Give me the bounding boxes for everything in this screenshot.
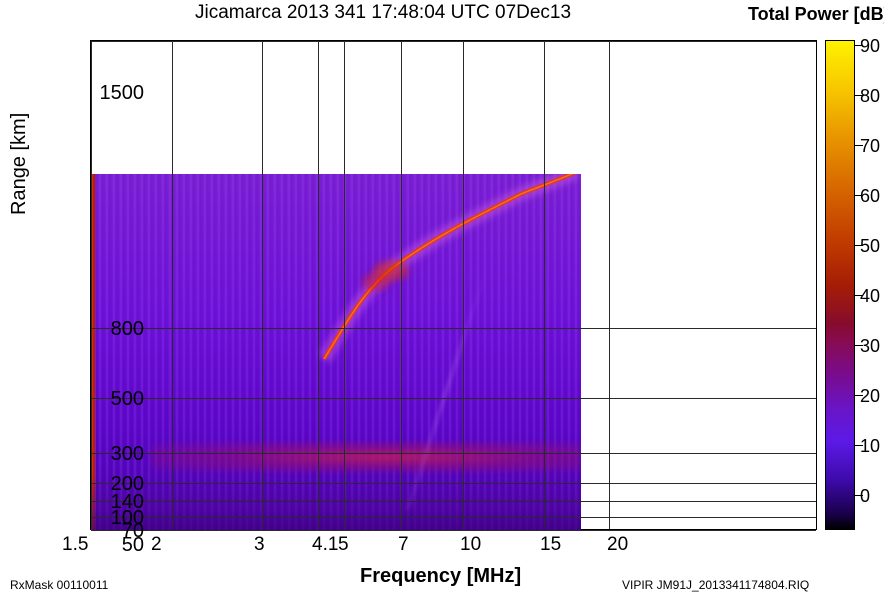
gridline-y-200 <box>91 483 816 484</box>
xtick-7p0: 7 <box>398 534 409 556</box>
gridline-y-300 <box>91 453 816 454</box>
xtick-15p0: 15 <box>540 534 561 556</box>
gridline-x-5p0 <box>344 41 345 529</box>
cb-label-30: 30 <box>860 336 880 357</box>
cb-label-10: 10 <box>860 436 880 457</box>
ionogram-plot-area[interactable] <box>90 40 817 530</box>
plot-gridlines <box>91 41 816 529</box>
gridline-x-2p0 <box>172 41 173 529</box>
gridline-y-70 <box>91 530 816 531</box>
cb-label-0: 0 <box>860 486 870 507</box>
cb-label-50: 50 <box>860 236 880 257</box>
gridline-x-7p0 <box>401 41 402 529</box>
xtick-5p0: 5 <box>338 534 349 556</box>
xtick-1p5: 1.5 <box>62 534 88 556</box>
gridline-x-4p1 <box>318 41 319 529</box>
ionogram-root: Jicamarca 2013 341 17:48:04 UTC 07Dec13 … <box>0 0 884 595</box>
gridline-y-140 <box>91 501 816 502</box>
gridline-y-800 <box>91 328 816 329</box>
chart-title: Jicamarca 2013 341 17:48:04 UTC <box>195 2 490 24</box>
colorbar-gradient[interactable] <box>825 40 855 530</box>
xtick-20p0: 20 <box>607 534 628 556</box>
colorbar-title: Total Power [dB] <box>748 4 884 25</box>
cb-label-20: 20 <box>860 386 880 407</box>
ytick-300: 300 <box>74 443 144 466</box>
cb-label-60: 60 <box>860 186 880 207</box>
gridline-x-3p0 <box>262 41 263 529</box>
gridline-y-500 <box>91 398 816 399</box>
gridline-x-15p0 <box>544 41 545 529</box>
gridline-x-20p0 <box>609 41 610 529</box>
footer-filename: VIPIR JM91J_2013341174804.RIQ <box>622 578 809 592</box>
xtick-4p1: 4.1 <box>312 534 338 556</box>
ytick-800: 800 <box>74 318 144 341</box>
gridline-y-100 <box>91 517 816 518</box>
ytick-1500: 1500 <box>74 82 144 105</box>
cb-label-40: 40 <box>860 286 880 307</box>
xtick-10p0: 10 <box>460 534 481 556</box>
gridline-y-1500 <box>91 41 816 42</box>
y-axis-label: Range [km] <box>8 113 31 215</box>
cb-label-80: 80 <box>860 86 880 107</box>
chart-subtitle-date: 07Dec13 <box>495 2 571 24</box>
x-axis-label: Frequency [MHz] <box>360 565 521 588</box>
cb-label-90: 90 <box>860 36 880 57</box>
footer-rxmask: RxMask 00110011 <box>10 578 108 592</box>
xtick-2p0: 2 <box>151 534 162 556</box>
xtick-3p0: 3 <box>254 534 265 556</box>
gridline-x-10p0 <box>463 41 464 529</box>
ytick-500: 500 <box>74 388 144 411</box>
cb-label-70: 70 <box>860 136 880 157</box>
